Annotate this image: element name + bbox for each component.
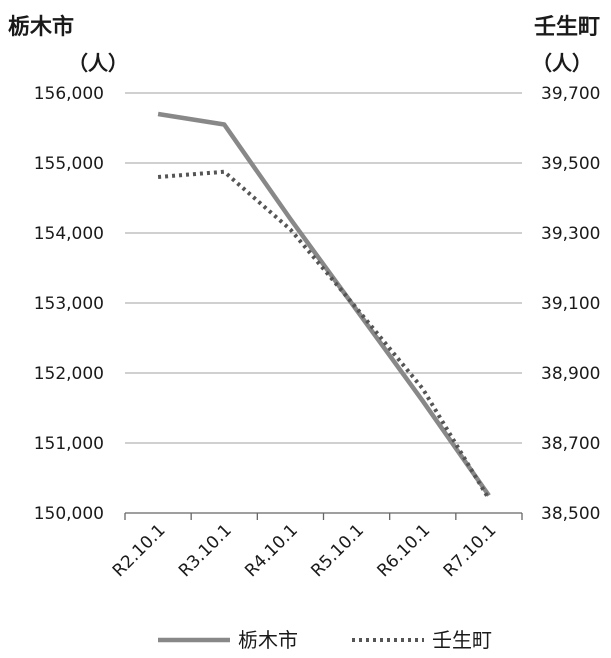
left-tick-label: 156,000 — [34, 84, 104, 104]
left-tick-label: 155,000 — [34, 154, 104, 174]
right-axis-unit: （人） — [532, 51, 592, 75]
right-tick-label: 38,700 — [541, 434, 600, 454]
legend-label: 壬生町 — [432, 628, 492, 652]
left-tick-label: 150,000 — [34, 504, 104, 524]
right-tick-label: 38,500 — [541, 504, 600, 524]
axes: 150,000 38,500 151,000 38,700 152,000 38,900 1… — [34, 84, 601, 581]
left-tick-label: 152,000 — [34, 364, 104, 384]
x-tick-label: R4.10.1 — [241, 520, 302, 581]
right-tick-label: 38,900 — [541, 364, 600, 384]
series-line — [157, 111, 491, 497]
gridlines — [125, 92, 522, 444]
right-tick-label: 39,700 — [541, 84, 600, 104]
legend-label: 栃木市 — [238, 628, 298, 652]
left-tick-label: 151,000 — [34, 434, 104, 454]
left-tick-label: 153,000 — [34, 294, 104, 314]
x-tick-label: R6.10.1 — [374, 520, 435, 581]
left-tick-label: 154,000 — [34, 224, 104, 244]
x-tick-label: R2.10.1 — [109, 520, 170, 581]
series-line — [157, 169, 491, 501]
right-tick-label: 39,100 — [541, 294, 600, 314]
legend: 栃木市 壬生町 — [158, 628, 492, 652]
right-tick-label: 39,500 — [541, 154, 600, 174]
left-axis-unit: （人） — [68, 51, 128, 75]
x-tick-label: R7.10.1 — [440, 520, 501, 581]
left-axis-title: 栃木市 — [8, 14, 74, 40]
right-tick-label: 39,300 — [541, 224, 600, 244]
x-tick-label: R5.10.1 — [307, 520, 368, 581]
series — [157, 111, 491, 501]
x-tick-label: R3.10.1 — [175, 520, 236, 581]
right-axis-title: 壬生町 — [534, 15, 600, 40]
